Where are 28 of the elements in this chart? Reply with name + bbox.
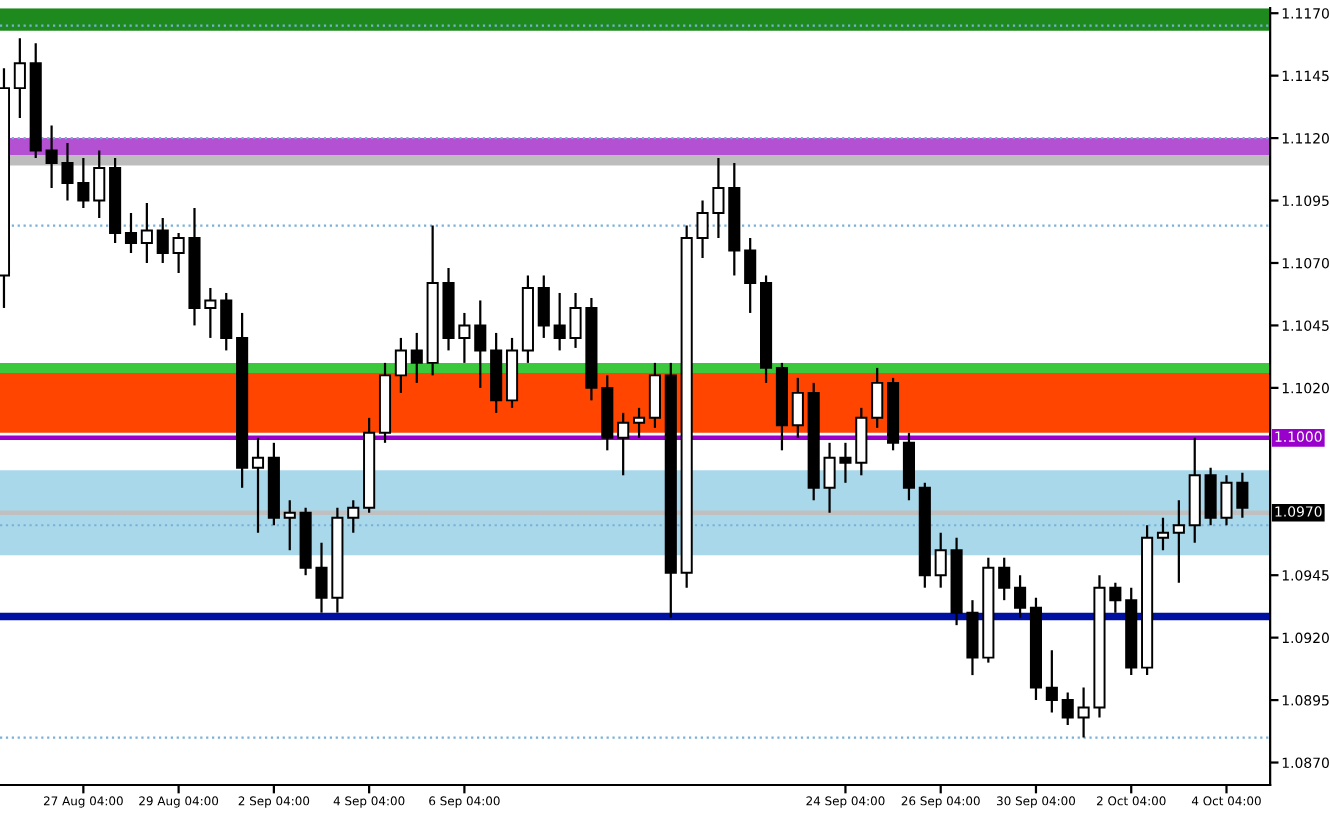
candlestick	[347, 499, 360, 534]
candlestick	[251, 436, 265, 534]
candlestick	[394, 336, 407, 394]
candlestick	[934, 531, 947, 589]
candlestick	[410, 331, 423, 384]
candlestick	[220, 291, 233, 352]
candlestick	[1061, 691, 1074, 727]
candlestick	[156, 216, 169, 265]
candlestick	[902, 431, 915, 502]
candlestick	[93, 149, 106, 220]
candlestick	[871, 366, 884, 429]
candlestick	[632, 406, 646, 439]
candlestick	[1172, 499, 1185, 584]
candlestick	[617, 411, 630, 477]
candlestick	[998, 556, 1011, 602]
candlestick	[124, 211, 138, 255]
candlestick	[537, 274, 550, 340]
candlestick	[1156, 516, 1170, 552]
candlestick	[1045, 649, 1058, 714]
candlestick	[283, 499, 296, 552]
candlestick	[855, 406, 868, 477]
candlestick	[140, 201, 153, 265]
candlestick	[474, 299, 487, 389]
candlestick	[648, 361, 661, 429]
candlestick	[13, 37, 26, 120]
candlestick	[791, 376, 804, 439]
candlestick	[1014, 574, 1027, 619]
candlestick	[744, 236, 757, 315]
